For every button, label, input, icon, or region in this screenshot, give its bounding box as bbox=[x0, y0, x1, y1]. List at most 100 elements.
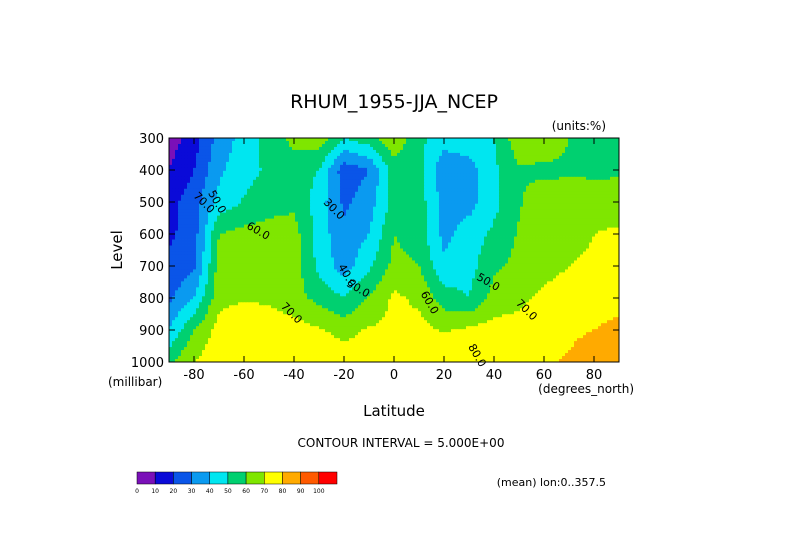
contour-cell bbox=[238, 146, 242, 151]
contour-cell bbox=[613, 155, 617, 160]
contour-cell bbox=[241, 138, 245, 142]
contour-cell bbox=[457, 176, 461, 181]
contour-cell bbox=[310, 200, 314, 205]
contour-cell bbox=[337, 191, 341, 196]
contour-cell bbox=[607, 197, 611, 202]
contour-cell bbox=[475, 230, 479, 234]
contour-cell bbox=[616, 182, 620, 187]
contour-cell bbox=[220, 200, 224, 205]
contour-cell bbox=[502, 138, 506, 142]
contour-cell bbox=[184, 149, 188, 154]
contour-cell bbox=[589, 179, 593, 184]
contour-cell bbox=[445, 138, 449, 142]
contour-cell bbox=[571, 200, 575, 205]
contour-cell bbox=[253, 215, 257, 220]
contour-cell bbox=[172, 236, 176, 240]
contour-cell bbox=[592, 218, 596, 223]
contour-cell bbox=[298, 138, 302, 142]
contour-cell bbox=[529, 218, 533, 223]
contour-cell bbox=[565, 197, 569, 202]
contour-cell bbox=[358, 167, 362, 172]
contour-cell bbox=[457, 209, 461, 214]
contour-cell bbox=[361, 140, 365, 145]
contour-cell bbox=[511, 158, 515, 163]
contour-cell bbox=[604, 140, 608, 145]
contour-cell bbox=[517, 167, 521, 172]
contour-cell bbox=[397, 158, 401, 163]
contour-cell bbox=[601, 191, 605, 196]
contour-cell bbox=[511, 227, 515, 231]
contour-cell bbox=[208, 138, 212, 142]
contour-cell bbox=[220, 146, 224, 151]
contour-cell bbox=[583, 146, 587, 151]
contour-cell bbox=[403, 140, 407, 145]
contour-cell bbox=[502, 161, 506, 166]
contour-cell bbox=[334, 179, 338, 184]
contour-cell bbox=[475, 161, 479, 166]
contour-cell bbox=[523, 203, 527, 208]
contour-cell bbox=[391, 182, 395, 187]
contour-cell bbox=[406, 203, 410, 208]
contour-cell bbox=[400, 200, 404, 205]
contour-cell bbox=[502, 143, 506, 148]
contour-cell bbox=[595, 230, 599, 234]
contour-cell bbox=[289, 161, 293, 166]
contour-cell bbox=[382, 167, 386, 172]
contour-cell bbox=[604, 191, 608, 196]
contour-cell bbox=[556, 197, 560, 202]
contour-cell bbox=[235, 194, 239, 199]
contour-cell bbox=[544, 221, 548, 226]
contour-cell bbox=[244, 173, 248, 178]
contour-cell bbox=[562, 185, 566, 190]
contour-cell bbox=[610, 167, 614, 172]
contour-cell bbox=[604, 179, 608, 184]
contour-cell bbox=[256, 152, 260, 157]
contour-cell bbox=[592, 155, 596, 160]
contour-cell bbox=[532, 143, 536, 148]
contour-cell bbox=[487, 152, 491, 157]
contour-cell bbox=[424, 161, 428, 166]
contour-cell bbox=[346, 155, 350, 160]
contour-cell bbox=[568, 203, 572, 208]
contour-cell bbox=[376, 176, 380, 181]
contour-cell bbox=[439, 146, 443, 151]
contour-cell bbox=[586, 170, 590, 175]
contour-cell bbox=[178, 233, 182, 237]
contour-cell bbox=[487, 230, 491, 234]
contour-cell bbox=[337, 194, 341, 199]
contour-cell bbox=[529, 206, 533, 211]
contour-cell bbox=[229, 233, 233, 237]
contour-cell bbox=[409, 167, 413, 172]
contour-cell bbox=[337, 138, 341, 142]
contour-cell bbox=[448, 230, 452, 234]
contour-cell bbox=[337, 215, 341, 220]
contour-cell bbox=[616, 179, 620, 184]
contour-cell bbox=[505, 152, 509, 157]
contour-cell bbox=[295, 170, 299, 175]
contour-cell bbox=[535, 152, 539, 157]
contour-cell bbox=[202, 203, 206, 208]
contour-cell bbox=[328, 158, 332, 163]
contour-cell bbox=[295, 158, 299, 163]
contour-cell bbox=[484, 155, 488, 160]
contour-cell bbox=[382, 218, 386, 223]
contour-cell bbox=[259, 221, 263, 226]
contour-cell bbox=[301, 191, 305, 196]
contour-cell bbox=[502, 233, 506, 237]
contour-cell bbox=[511, 164, 515, 169]
contour-cell bbox=[577, 209, 581, 214]
contour-cell bbox=[319, 149, 323, 154]
contour-cell bbox=[484, 191, 488, 196]
contour-cell bbox=[214, 140, 218, 145]
contour-cell bbox=[316, 209, 320, 214]
contour-cell bbox=[493, 215, 497, 220]
contour-cell bbox=[502, 182, 506, 187]
contour-cell bbox=[277, 176, 281, 181]
contour-cell bbox=[544, 203, 548, 208]
contour-cell bbox=[502, 212, 506, 217]
contour-cell bbox=[370, 138, 374, 142]
contour-cell bbox=[439, 194, 443, 199]
contour-cell bbox=[484, 170, 488, 175]
contour-cell bbox=[349, 215, 353, 220]
contour-cell bbox=[604, 209, 608, 214]
